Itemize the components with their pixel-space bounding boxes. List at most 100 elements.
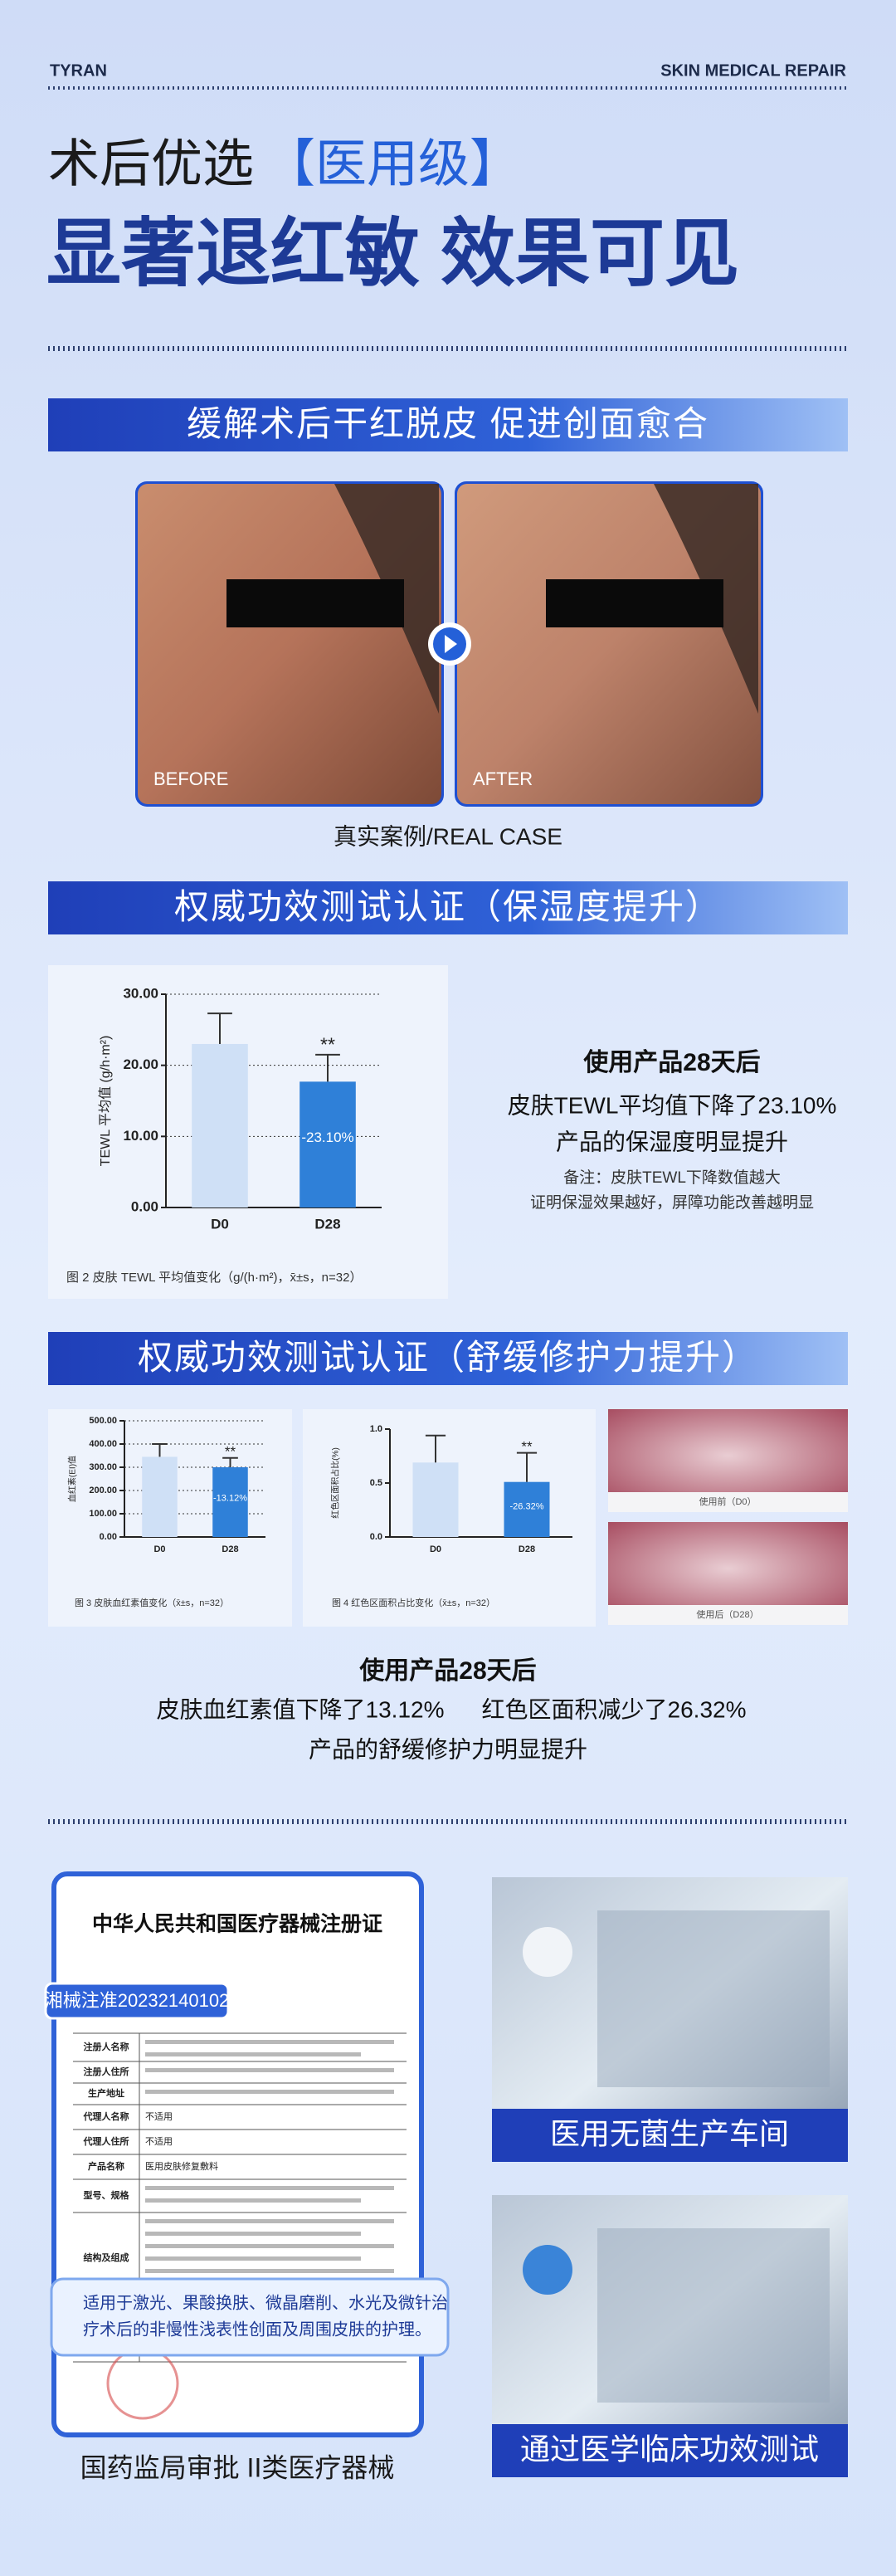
certificate-text-line — [145, 2090, 394, 2094]
result-summary: 产品的保湿度明显提升 — [556, 1129, 788, 1154]
worker — [523, 1927, 572, 1977]
headline-highlight: 【医用级】 — [264, 135, 521, 193]
bar — [299, 1081, 356, 1208]
lab-equipment — [597, 1910, 830, 2087]
x-tick-label: D28 — [519, 1544, 535, 1554]
tagline: SKIN MEDICAL REPAIR — [660, 61, 846, 80]
brand: TYRAN — [50, 61, 107, 80]
significance: ** — [521, 1438, 533, 1454]
x-tick-label: D0 — [211, 1216, 229, 1232]
note: 备注：皮肤TEWL下降数值越大 — [563, 1168, 781, 1187]
y-tick-label: 0.00 — [131, 1198, 158, 1214]
result-summary: 产品的舒缓修护力明显提升 — [309, 1736, 587, 1762]
result-text: 皮肤TEWL平均值下降了23.10% — [508, 1092, 837, 1118]
photo-label: BEFORE — [153, 768, 228, 789]
micrograph — [608, 1522, 848, 1615]
y-tick-label: 0.00 — [100, 1532, 117, 1542]
certificate-field: 结构及组成 — [83, 2252, 129, 2263]
certificate-text-line — [145, 2198, 361, 2203]
facility-label: 医用无菌生产车间 — [550, 2117, 789, 2151]
change-label: -13.12% — [213, 1494, 247, 1504]
micrograph-caption: 使用后（D28） — [696, 1609, 758, 1620]
micrograph-caption-bg — [608, 1492, 848, 1512]
certificate-value: 不适用 — [145, 2111, 173, 2122]
section-banner — [48, 1332, 848, 1385]
certificate-value: 不适用 — [145, 2136, 173, 2147]
hair — [654, 484, 758, 714]
certificate-text-line — [145, 2232, 361, 2236]
certificate-text-line — [145, 2219, 394, 2223]
x-tick-label: D0 — [153, 1544, 165, 1554]
result-title: 使用产品28天后 — [582, 1049, 760, 1076]
callout-text: 疗术后的非慢性浅表性创面及周围皮肤的护理。 — [83, 2320, 431, 2339]
certificate-text-line — [145, 2068, 394, 2072]
certificate-text-line — [145, 2269, 394, 2273]
privacy-bar — [226, 579, 404, 627]
photo — [138, 484, 441, 804]
case-photo — [455, 481, 763, 807]
certificate-field: 代理人名称 — [83, 2110, 129, 2122]
result-title: 使用产品28天后 — [358, 1657, 536, 1685]
privacy-bar — [546, 579, 723, 627]
change-label: -23.10% — [301, 1129, 353, 1145]
y-tick-label: 0.0 — [370, 1532, 382, 1542]
y-tick-label: 500.00 — [89, 1416, 117, 1426]
certificate-text-line — [145, 2244, 394, 2248]
bar — [142, 1456, 178, 1537]
bar — [212, 1467, 248, 1537]
content: TYRAN SKIN MEDICAL REPAIR 术后优选 【医用级】显著退红敏 效… — [44, 61, 848, 2482]
certificate-field: 产品名称 — [88, 2160, 124, 2172]
y-axis-label: 血红素(EI)值 — [67, 1456, 78, 1502]
photo-label-bar — [492, 2109, 848, 2162]
bar — [504, 1481, 550, 1537]
case-caption: 真实案例/REAL CASE — [334, 823, 562, 849]
bar — [192, 1043, 248, 1208]
y-axis-label: 红色区面积占比(%) — [330, 1447, 341, 1519]
y-axis-label: TEWL 平均值 (g/h·m²) — [98, 1036, 113, 1167]
certificate-title: 中华人民共和国医疗器械注册证 — [92, 1912, 382, 1936]
hair — [334, 484, 439, 714]
y-tick-label: 1.0 — [370, 1424, 382, 1434]
result-text: 红色区面积减少了26.32% — [482, 1696, 747, 1722]
micrograph — [608, 1409, 848, 1502]
y-tick-label: 0.5 — [370, 1478, 382, 1488]
arrow — [445, 635, 457, 653]
certificate-field: 注册人住所 — [84, 2066, 129, 2077]
certificate-field: 型号、规格 — [84, 2189, 130, 2201]
photo — [457, 484, 761, 804]
y-tick-label: 400.00 — [89, 1439, 117, 1449]
worker — [523, 2245, 572, 2295]
chart-caption: 图 3 皮肤血红素值变化（x̄±s，n=32） — [75, 1597, 229, 1608]
x-tick-label: D28 — [222, 1544, 238, 1554]
result-text: 皮肤血红素值下降了13.12% — [157, 1696, 445, 1722]
banner-text: 权威功效测试认证（舒缓修护力提升） — [138, 1338, 758, 1377]
y-tick-label: 20.00 — [123, 1056, 158, 1072]
x-tick-label: D0 — [430, 1544, 441, 1554]
certificate-caption: 国药监局审批 II类医疗器械 — [80, 2452, 395, 2482]
section-banner — [48, 398, 848, 451]
headline-main: 显著退红敏 效果可见 — [46, 212, 739, 295]
certificate-value: 医用皮肤修复敷料 — [145, 2160, 218, 2172]
y-tick-label: 10.00 — [123, 1128, 158, 1144]
facility-label: 通过医学临床功效测试 — [520, 2432, 819, 2466]
certificate-text-line — [145, 2040, 394, 2044]
banner-text: 权威功效测试认证（保湿度提升） — [174, 887, 722, 926]
micrograph-caption-bg — [608, 1605, 848, 1625]
x-tick-label: D28 — [314, 1216, 340, 1232]
case-photo — [135, 481, 444, 807]
chart-panel — [48, 965, 448, 1299]
callout-text: 适用于激光、果酸换肤、微晶磨削、水光及微针治 — [83, 2293, 448, 2312]
certificate-field: 注册人名称 — [84, 2041, 129, 2052]
photo-label-bar — [492, 2424, 848, 2477]
section-banner — [48, 881, 848, 934]
y-tick-label: 30.00 — [123, 985, 158, 1001]
lab-equipment — [597, 2228, 830, 2403]
photo-label: AFTER — [473, 768, 533, 789]
certificate-text-line — [145, 2186, 394, 2190]
significance: ** — [225, 1444, 236, 1460]
chart-caption: 图 4 红色区面积占比变化（x̄±s，n=32） — [332, 1597, 495, 1608]
y-tick-label: 200.00 — [89, 1486, 117, 1495]
change-label: -26.32% — [510, 1501, 544, 1511]
banner-text: 缓解术后干红脱皮 促进创面愈合 — [187, 404, 709, 443]
